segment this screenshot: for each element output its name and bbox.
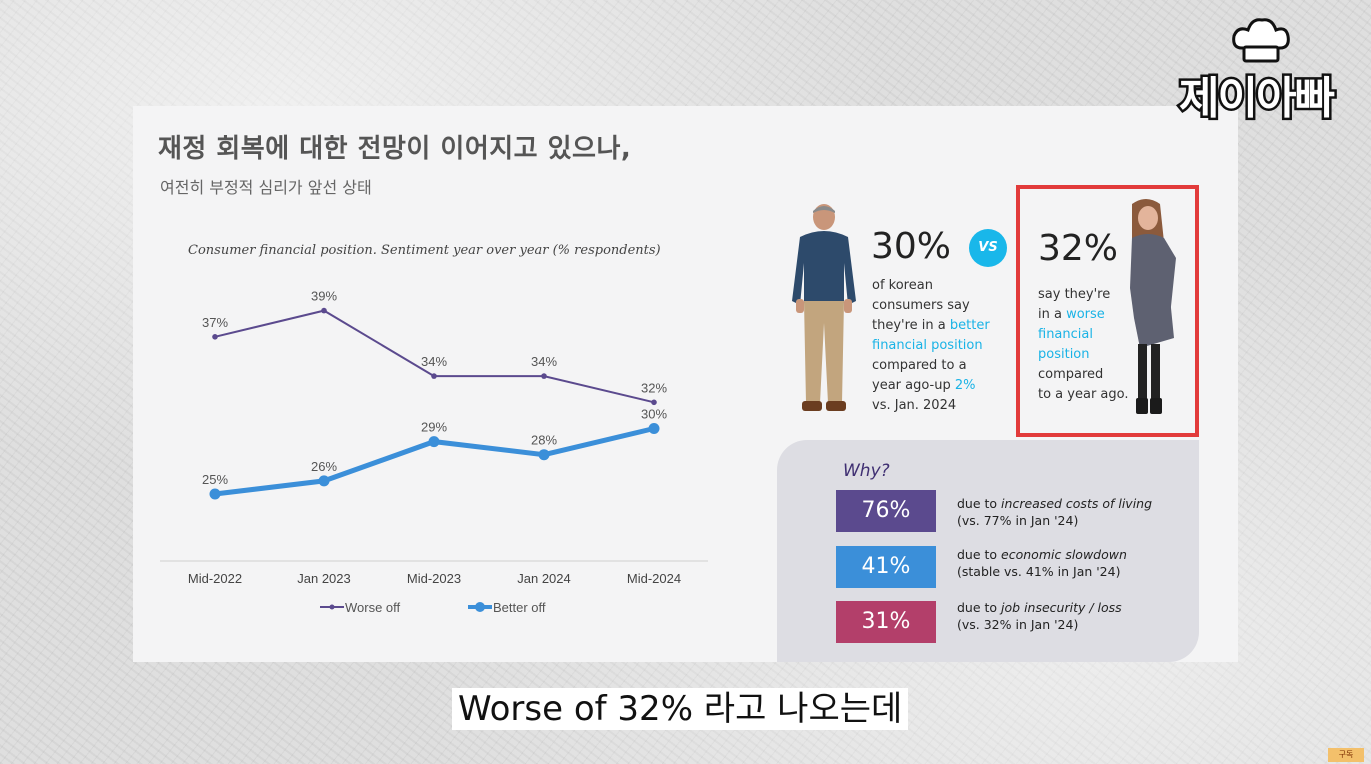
legend-label: Better off: [493, 600, 546, 615]
man-figure: [786, 203, 862, 419]
why-badge-cost: 76%: [836, 490, 936, 532]
description-text: in a: [1038, 307, 1067, 322]
description-line: year ago-up 2%: [872, 376, 990, 396]
description-text: vs. Jan. 2024: [872, 398, 957, 413]
x-tick-label: Mid-2024: [627, 571, 681, 586]
video-subtitle: Worse of 32% 라고 나오는데: [452, 688, 909, 730]
woman-figure: [1118, 198, 1180, 420]
legend-label: Worse off: [345, 600, 401, 615]
description-text: of korean: [872, 278, 933, 293]
x-tick-label: Jan 2023: [297, 571, 351, 586]
data-point: [651, 399, 657, 406]
data-point: [209, 488, 221, 500]
data-point: [212, 334, 218, 340]
highlight-text: financial: [1038, 327, 1093, 342]
why-reason-text: increased costs of living: [1001, 496, 1153, 511]
description-line: position: [1038, 345, 1129, 365]
data-label: 39%: [311, 289, 337, 304]
data-label: 32%: [641, 380, 667, 395]
description-line: vs. Jan. 2024: [872, 396, 990, 416]
data-point: [318, 475, 330, 487]
slide-title: 재정 회복에 대한 전망이 이어지고 있으나,: [158, 134, 632, 164]
highlight-text: worse: [1066, 307, 1105, 322]
highlight-text: financial position: [872, 338, 983, 353]
why-reason-text: economic slowdown: [1001, 547, 1127, 562]
why-note: (vs. 77% in Jan '24): [957, 513, 1079, 528]
data-label: 28%: [531, 433, 557, 448]
why-badge-job: 31%: [836, 601, 936, 643]
why-reason-cost: due to increased costs of living (vs. 77…: [957, 495, 1152, 529]
data-label: 37%: [202, 315, 228, 330]
x-tick-label: Mid-2023: [407, 571, 461, 586]
data-point: [321, 307, 327, 314]
data-point: [541, 373, 547, 379]
description-text: compared to a: [872, 358, 967, 373]
description-line: compared to a: [872, 356, 990, 376]
channel-logo: 제이아빠: [1172, 18, 1340, 127]
highlight-frame: [1016, 185, 1199, 437]
data-point: [431, 373, 437, 379]
description-line: compared: [1038, 365, 1129, 385]
worse-off-percent: 32%: [1038, 228, 1119, 269]
why-note: (vs. 32% in Jan '24): [957, 617, 1079, 632]
channel-name: 제이아빠: [1177, 71, 1338, 127]
why-prefix: due to: [957, 496, 1002, 511]
why-title: Why?: [843, 461, 890, 481]
description-line: financial position: [872, 336, 990, 356]
highlight-text: 2%: [954, 378, 976, 393]
data-label: 34%: [531, 354, 557, 369]
why-note: (stable vs. 41% in Jan '24): [957, 564, 1121, 579]
data-label: 25%: [202, 472, 228, 487]
description-line: say they're: [1038, 285, 1129, 305]
description-text: compared: [1038, 367, 1104, 382]
chef-hat-icon: [1232, 18, 1290, 63]
data-label: 30%: [641, 407, 667, 422]
why-prefix: due to: [957, 547, 1002, 562]
description-line: of korean: [872, 276, 990, 296]
why-prefix: due to: [957, 600, 1002, 615]
description-line: they're in a better: [872, 316, 990, 336]
slide-subtitle: 여전히 부정적 심리가 앞선 상태: [160, 178, 372, 197]
worse-off-description: say they're in a worse financial position co…: [1038, 285, 1129, 405]
description-text: consumers say: [872, 298, 970, 313]
data-point: [538, 449, 550, 461]
subscribe-badge[interactable]: 구독: [1328, 748, 1364, 762]
why-reason-text: job insecurity / loss: [1001, 600, 1122, 615]
vs-badge: VS: [969, 229, 1007, 267]
data-point: [648, 423, 660, 434]
better-off-percent: 30%: [871, 226, 952, 267]
description-line: to a year ago.: [1038, 385, 1129, 405]
chart-title: Consumer financial position. Sentiment y…: [188, 243, 661, 258]
x-tick-label: Jan 2024: [517, 571, 571, 586]
description-line: consumers say: [872, 296, 990, 316]
data-point: [428, 436, 440, 448]
data-label: 29%: [421, 420, 447, 435]
description-text: they're in a: [872, 318, 950, 333]
why-reason-economy: due to economic slowdown (stable vs. 41%…: [957, 546, 1127, 580]
better-off-description: of korean consumers say they're in a bette…: [872, 276, 990, 416]
legend-marker: [475, 602, 485, 612]
description-text: to a year ago.: [1038, 387, 1129, 402]
description-line: financial: [1038, 325, 1129, 345]
description-line: in a worse: [1038, 305, 1129, 325]
why-badge-economy: 41%: [836, 546, 936, 588]
description-text: say they're: [1038, 287, 1111, 302]
highlight-text: position: [1038, 347, 1090, 362]
data-label: 26%: [311, 459, 337, 474]
data-label: 34%: [421, 354, 447, 369]
description-text: year ago-up: [872, 378, 955, 393]
x-tick-label: Mid-2022: [188, 571, 242, 586]
highlight-text: better: [949, 318, 990, 333]
why-reason-job: due to job insecurity / loss (vs. 32% in…: [957, 599, 1122, 633]
legend-marker: [329, 604, 335, 610]
